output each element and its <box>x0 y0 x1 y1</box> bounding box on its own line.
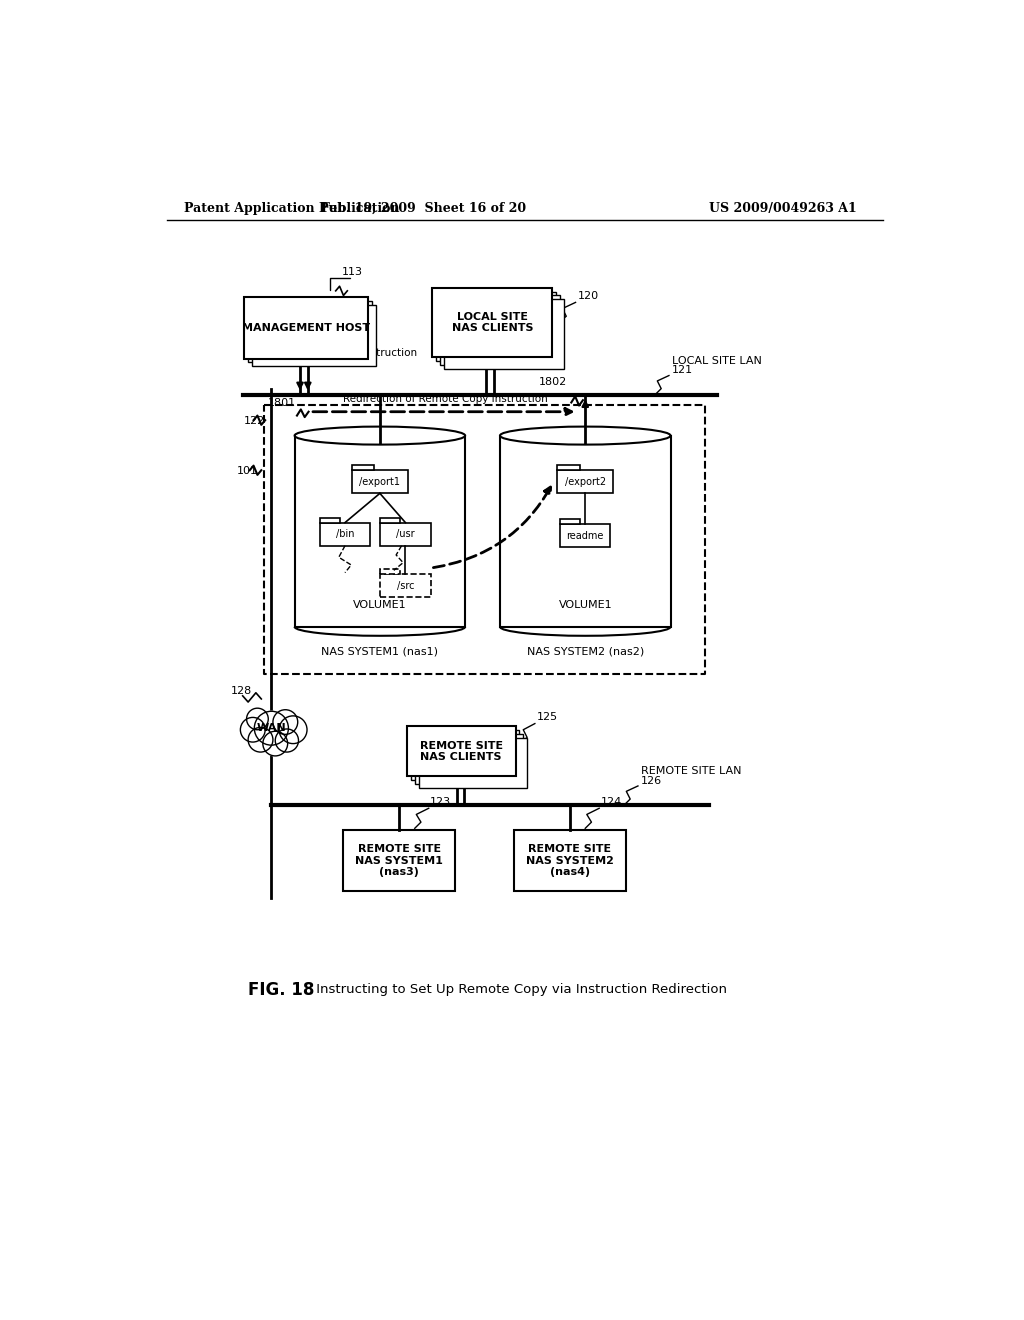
Ellipse shape <box>295 426 465 445</box>
Circle shape <box>248 727 273 752</box>
Text: 120: 120 <box>578 292 599 301</box>
FancyBboxPatch shape <box>443 300 564 368</box>
Text: 122: 122 <box>245 416 265 426</box>
Text: 123: 123 <box>430 797 452 808</box>
FancyBboxPatch shape <box>440 296 560 364</box>
FancyBboxPatch shape <box>560 519 581 524</box>
FancyBboxPatch shape <box>560 524 610 548</box>
Text: US 2009/0049263 A1: US 2009/0049263 A1 <box>710 202 857 215</box>
Text: REMOTE SITE
NAS SYSTEM2
(nas4): REMOTE SITE NAS SYSTEM2 (nas4) <box>525 843 613 878</box>
Text: Redirection of Remote Copy Instruction: Redirection of Remote Copy Instruction <box>343 395 548 404</box>
Text: /bin: /bin <box>336 529 354 539</box>
Text: 128: 128 <box>231 685 252 696</box>
FancyBboxPatch shape <box>319 523 371 545</box>
FancyBboxPatch shape <box>557 470 613 494</box>
Text: REMOTE SITE LAN: REMOTE SITE LAN <box>641 767 741 776</box>
FancyBboxPatch shape <box>245 297 369 359</box>
FancyBboxPatch shape <box>436 292 556 360</box>
Text: VOLUME1: VOLUME1 <box>558 601 612 610</box>
FancyBboxPatch shape <box>319 517 340 523</box>
FancyBboxPatch shape <box>514 830 626 891</box>
Text: Remote Copy Instruction: Remote Copy Instruction <box>288 348 418 358</box>
FancyBboxPatch shape <box>380 569 400 574</box>
Text: LOCAL SITE LAN: LOCAL SITE LAN <box>672 356 762 366</box>
Text: /src: /src <box>396 581 414 591</box>
Text: VOLUME1: VOLUME1 <box>353 601 407 610</box>
FancyBboxPatch shape <box>352 470 408 494</box>
Circle shape <box>280 715 307 743</box>
Text: WAN: WAN <box>257 723 286 733</box>
Text: 101: 101 <box>237 466 257 477</box>
Text: 1801: 1801 <box>267 397 296 408</box>
Text: Patent Application Publication: Patent Application Publication <box>183 202 399 215</box>
Text: MANAGEMENT HOST: MANAGEMENT HOST <box>243 323 371 333</box>
Text: /export2: /export2 <box>564 477 606 487</box>
Text: 113: 113 <box>342 268 364 277</box>
FancyBboxPatch shape <box>343 830 456 891</box>
Circle shape <box>247 708 268 730</box>
Text: 121: 121 <box>672 366 693 375</box>
FancyBboxPatch shape <box>411 730 519 780</box>
FancyBboxPatch shape <box>415 734 523 784</box>
FancyBboxPatch shape <box>252 305 376 367</box>
Text: 126: 126 <box>641 776 663 785</box>
Text: REMOTE SITE
NAS SYSTEM1
(nas3): REMOTE SITE NAS SYSTEM1 (nas3) <box>355 843 443 878</box>
Circle shape <box>241 718 265 742</box>
Text: Feb. 19, 2009  Sheet 16 of 20: Feb. 19, 2009 Sheet 16 of 20 <box>322 202 526 215</box>
Text: FIG. 18: FIG. 18 <box>248 981 314 999</box>
Text: 1802: 1802 <box>539 376 567 387</box>
FancyBboxPatch shape <box>380 517 400 523</box>
Text: /usr: /usr <box>396 529 415 539</box>
Text: NAS SYSTEM2 (nas2): NAS SYSTEM2 (nas2) <box>526 647 644 656</box>
Text: NAS SYSTEM1 (nas1): NAS SYSTEM1 (nas1) <box>322 647 438 656</box>
Circle shape <box>273 710 298 734</box>
Text: Instructing to Set Up Remote Copy via Instruction Redirection: Instructing to Set Up Remote Copy via In… <box>311 983 727 997</box>
FancyBboxPatch shape <box>248 301 372 363</box>
Text: /export1: /export1 <box>359 477 400 487</box>
Circle shape <box>275 729 299 752</box>
FancyBboxPatch shape <box>407 726 515 776</box>
FancyBboxPatch shape <box>500 436 671 627</box>
FancyBboxPatch shape <box>419 738 527 788</box>
Text: LOCAL SITE
NAS CLIENTS: LOCAL SITE NAS CLIENTS <box>452 312 534 333</box>
Text: 125: 125 <box>538 713 558 722</box>
Circle shape <box>263 731 288 756</box>
Text: 124: 124 <box>601 797 622 808</box>
Ellipse shape <box>500 426 671 445</box>
FancyBboxPatch shape <box>295 436 465 627</box>
FancyBboxPatch shape <box>557 465 580 470</box>
Text: REMOTE SITE
NAS CLIENTS: REMOTE SITE NAS CLIENTS <box>420 741 503 762</box>
Circle shape <box>254 711 289 744</box>
Text: readme: readme <box>566 531 604 541</box>
FancyBboxPatch shape <box>352 465 375 470</box>
FancyBboxPatch shape <box>380 523 431 545</box>
FancyBboxPatch shape <box>380 574 431 598</box>
FancyBboxPatch shape <box>432 288 552 358</box>
